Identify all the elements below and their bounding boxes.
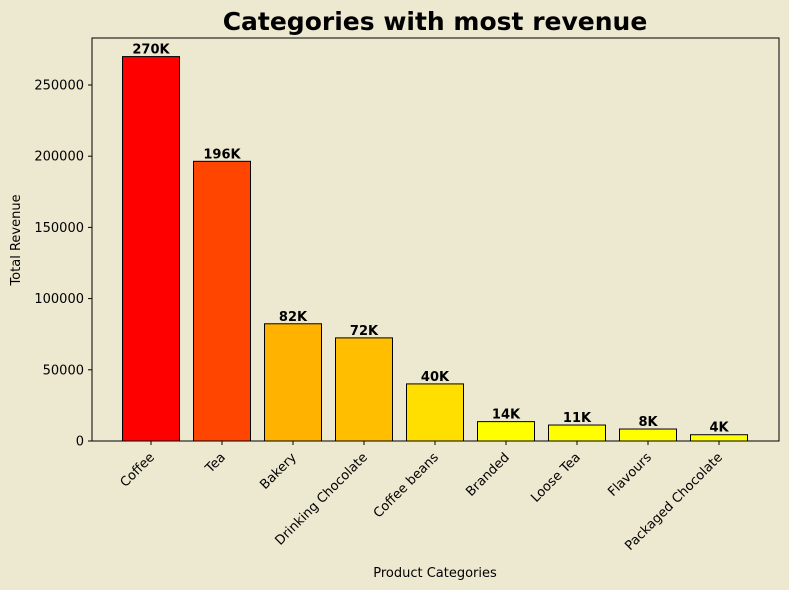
bar-loose-tea bbox=[548, 424, 606, 442]
y-axis-label: Total Revenue bbox=[9, 194, 24, 286]
data-label: 8K bbox=[638, 415, 658, 430]
data-label: 11K bbox=[563, 411, 592, 426]
bar-drinking-chocolate bbox=[335, 337, 393, 442]
data-label: 270K bbox=[132, 43, 170, 58]
y-tick-label: 150000 bbox=[34, 221, 84, 236]
data-label: 14K bbox=[492, 408, 521, 423]
y-axis: 0 50000 100000 150000 200000 250000 bbox=[34, 78, 92, 450]
y-tick-label: 200000 bbox=[34, 150, 84, 165]
data-label: 196K bbox=[203, 147, 241, 162]
bar-coffee-beans bbox=[406, 383, 464, 442]
y-tick-label: 250000 bbox=[34, 78, 84, 93]
y-tick-label: 50000 bbox=[43, 363, 84, 378]
bar-coffee bbox=[122, 56, 180, 442]
y-tick-label: 100000 bbox=[34, 292, 84, 307]
data-label: 82K bbox=[279, 310, 308, 325]
bar-bakery bbox=[264, 323, 322, 442]
bar-flavours bbox=[619, 428, 677, 442]
x-axis-label: Product Categories bbox=[373, 566, 497, 581]
chart-title: Categories with most revenue bbox=[223, 7, 648, 36]
data-label: 72K bbox=[350, 324, 379, 339]
data-label: 40K bbox=[421, 370, 450, 385]
bar-tea bbox=[193, 160, 251, 442]
y-tick-label: 0 bbox=[76, 435, 84, 450]
bars-group: 270K 196K 82K 72K 40K 14K 11K 8K 4K bbox=[122, 43, 748, 442]
bar-branded bbox=[477, 421, 535, 442]
plot-frame bbox=[91, 37, 780, 442]
data-label: 4K bbox=[709, 421, 729, 436]
